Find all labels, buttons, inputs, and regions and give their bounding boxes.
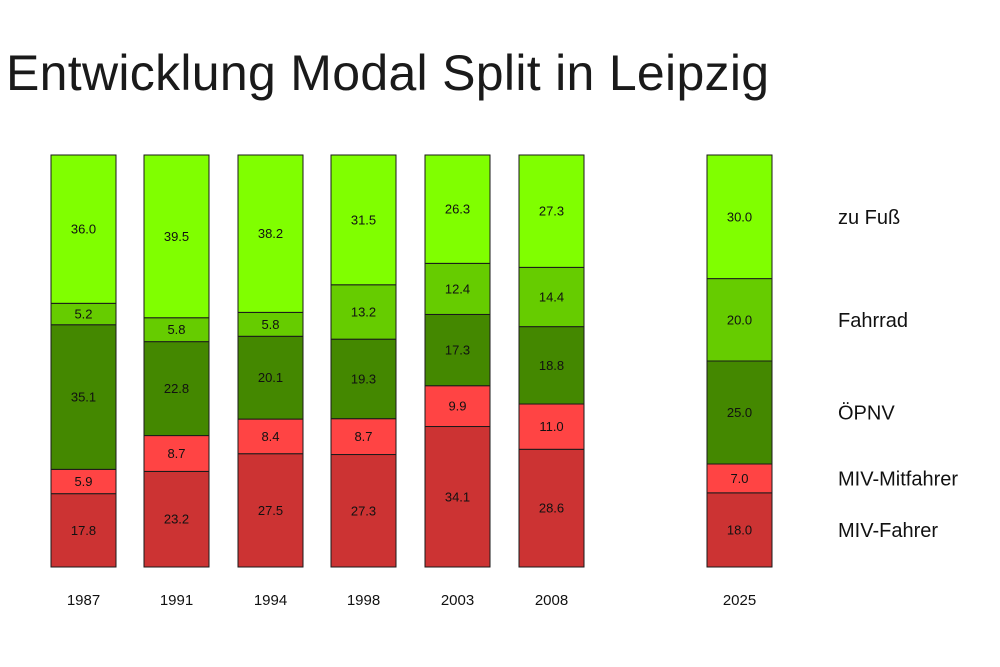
bar-segment-1987-0 xyxy=(50,493,117,568)
data-label: 20.1 xyxy=(258,370,283,385)
bar-segment-2003-3 xyxy=(424,262,491,315)
bar-segment-2008-4 xyxy=(518,154,585,268)
bar-segment-1998-0 xyxy=(330,454,397,568)
x-tick-label: 1994 xyxy=(254,592,287,609)
data-label: 8.7 xyxy=(167,446,185,461)
bar-segment-1998-2 xyxy=(330,338,397,420)
bar-segment-1994-1 xyxy=(237,418,304,455)
data-label: 23.2 xyxy=(164,512,189,527)
bar-segment-1987-4 xyxy=(50,154,117,304)
x-tick-label: 1991 xyxy=(160,592,193,609)
data-label: 13.2 xyxy=(351,304,376,319)
data-label: 36.0 xyxy=(71,222,96,237)
bar-segment-2008-2 xyxy=(518,326,585,405)
data-label: 5.8 xyxy=(261,317,279,332)
bar-segment-1998-1 xyxy=(330,418,397,456)
data-label: 26.3 xyxy=(445,202,470,217)
data-label: 8.4 xyxy=(261,429,279,444)
data-label: 27.3 xyxy=(539,204,564,219)
bars-group: 17.8 5.9 35.1 5.2 36.0 23.2 8.7 22.8 5.8 39.5 27.5… xyxy=(50,154,773,568)
data-label: 22.8 xyxy=(164,381,189,396)
bar-segment-2025-0 xyxy=(706,492,773,568)
x-tick-label: 1998 xyxy=(347,592,380,609)
data-label: 18.0 xyxy=(727,522,752,537)
data-label: 34.1 xyxy=(445,489,470,504)
data-label: 5.2 xyxy=(74,307,92,322)
bar-segment-2003-0 xyxy=(424,426,491,568)
data-label: 11.0 xyxy=(539,419,563,434)
bar-segment-1991-0 xyxy=(143,470,210,568)
data-label: 28.6 xyxy=(539,501,564,516)
data-label: 17.3 xyxy=(445,343,470,358)
data-label: 30.0 xyxy=(727,209,752,224)
bar-segment-2025-1 xyxy=(706,463,773,494)
data-label: 14.4 xyxy=(539,289,564,304)
bar-segment-2025-3 xyxy=(706,278,773,362)
x-tick-labels: 1987 1991 1994 1998 2003 2008 2025 xyxy=(67,592,756,609)
x-tick-label: 2003 xyxy=(441,592,474,609)
bar-segment-1991-2 xyxy=(143,341,210,437)
x-tick-label: 2025 xyxy=(723,592,756,609)
bar-segment-1994-4 xyxy=(237,154,304,313)
data-label: 20.0 xyxy=(727,312,752,327)
bar-segment-2003-2 xyxy=(424,313,491,387)
x-tick-label: 2008 xyxy=(535,592,568,609)
bar-segment-2008-0 xyxy=(518,448,585,568)
data-label: 7.0 xyxy=(730,471,748,486)
bar-segment-2025-4 xyxy=(706,154,773,280)
bar-segment-2008-1 xyxy=(518,403,585,450)
bar-segment-1994-0 xyxy=(237,453,304,568)
data-label: 18.8 xyxy=(539,358,564,373)
legend-entry: MIV-Mitfahrer xyxy=(838,468,958,490)
bar-segment-1991-4 xyxy=(143,154,210,319)
data-label: 39.5 xyxy=(164,229,189,244)
data-label: 17.8 xyxy=(71,523,96,538)
bar-segment-1991-1 xyxy=(143,435,210,472)
legend-entry: MIV-Fahrer xyxy=(838,520,938,542)
data-label: 27.5 xyxy=(258,503,283,518)
data-label: 31.5 xyxy=(351,212,376,227)
bar-segment-2003-4 xyxy=(424,154,491,264)
legend-entry: Fahrrad xyxy=(838,310,908,332)
data-label: 27.3 xyxy=(351,503,376,518)
legend: MIV-Fahrer MIV-Mitfahrer ÖPNV Fahrrad zu Fuß xyxy=(838,207,958,542)
bar-segment-1998-3 xyxy=(330,284,397,340)
data-label: 38.2 xyxy=(258,226,283,241)
data-label: 25.0 xyxy=(727,405,752,420)
data-label: 5.8 xyxy=(167,322,185,337)
data-label: 19.3 xyxy=(351,371,376,386)
bar-segment-1998-4 xyxy=(330,154,397,286)
data-label: 35.1 xyxy=(71,390,96,405)
data-label: 5.9 xyxy=(74,474,92,489)
chart-title: Entwicklung Modal Split in Leipzig xyxy=(6,45,770,101)
legend-entry: ÖPNV xyxy=(838,403,895,425)
data-label: 9.9 xyxy=(448,399,466,414)
bar-segment-2025-2 xyxy=(706,360,773,465)
data-label: 8.7 xyxy=(354,429,372,444)
x-tick-label: 1987 xyxy=(67,592,100,609)
bar-segment-1987-2 xyxy=(50,324,117,470)
bar-segment-2003-1 xyxy=(424,385,491,428)
bar-segment-2008-3 xyxy=(518,266,585,328)
legend-entry: zu Fuß xyxy=(838,207,900,229)
data-label: 12.4 xyxy=(445,281,470,296)
